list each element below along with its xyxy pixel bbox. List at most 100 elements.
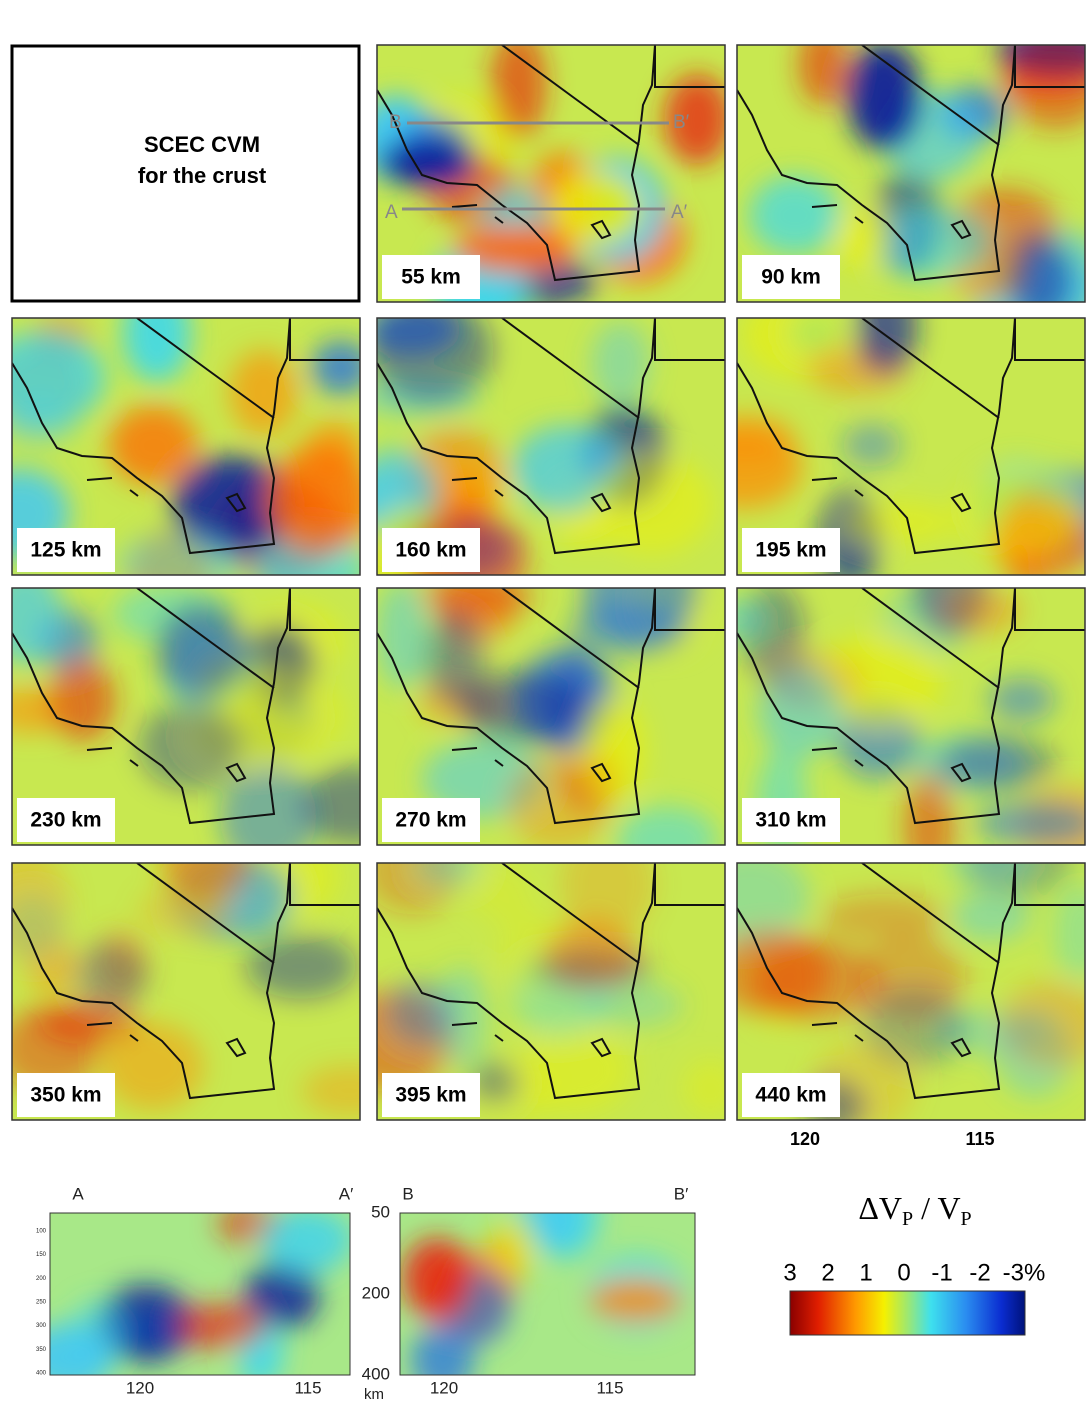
depth-label: 310 km xyxy=(755,809,826,832)
state-border xyxy=(654,588,725,631)
colorbar-tick-label: 0 xyxy=(897,1259,910,1286)
section-end-label: B xyxy=(402,1184,413,1203)
coastline xyxy=(377,863,656,1100)
label-box xyxy=(742,798,840,842)
section-depth-label: 350 xyxy=(36,1347,47,1353)
colorbar-tick-label: 3 xyxy=(783,1259,796,1286)
anomaly xyxy=(841,501,958,544)
state-border xyxy=(1014,588,1085,631)
depth-label: 440 km xyxy=(755,1084,826,1107)
anomaly xyxy=(590,321,651,405)
anomaly xyxy=(589,1278,683,1322)
anomaly xyxy=(453,225,574,274)
section-frame xyxy=(399,1212,696,1376)
anomaly xyxy=(12,1005,102,1093)
section-end-label: A xyxy=(72,1184,84,1203)
state-border xyxy=(654,45,725,88)
colorbar-tick-label: -2 xyxy=(969,1259,990,1286)
anomaly xyxy=(301,1065,360,1117)
map-field xyxy=(377,318,725,575)
section-depth-unit: km xyxy=(364,1386,384,1403)
coastline xyxy=(12,318,291,555)
map-panel: 395 km xyxy=(376,862,726,1121)
state-border xyxy=(501,863,640,964)
anomaly xyxy=(798,45,849,107)
anomaly xyxy=(264,446,360,554)
island xyxy=(451,747,612,783)
section-end-label: B′ xyxy=(674,1184,689,1203)
state-border xyxy=(861,45,1000,146)
coastline xyxy=(737,318,1016,555)
island xyxy=(811,1022,972,1058)
section-depth-label: 100 xyxy=(36,1229,47,1235)
coastline xyxy=(737,45,1016,282)
title-part: / V xyxy=(913,1190,960,1226)
state-border xyxy=(289,588,360,631)
caption-box xyxy=(10,44,361,303)
map-panel: 270 km xyxy=(376,587,726,846)
panel-frame xyxy=(736,862,1086,1121)
panel-frame xyxy=(376,587,726,846)
label-box xyxy=(382,528,480,572)
cross-section: A A′ 120 115 100 150 200 250 300 350 400 xyxy=(36,1184,353,1397)
anomaly xyxy=(751,940,881,1023)
label-box xyxy=(742,528,840,572)
anomaly xyxy=(377,588,429,689)
panel-frame xyxy=(736,317,1086,576)
anomaly xyxy=(49,659,116,742)
island xyxy=(86,747,247,783)
label-box xyxy=(742,1073,840,1117)
map-panel: 55 km B B′ A A′ xyxy=(376,44,726,303)
anomaly xyxy=(868,206,994,281)
anomaly xyxy=(737,863,810,947)
anomaly xyxy=(837,207,890,269)
state-border xyxy=(1014,45,1085,88)
state-border xyxy=(654,863,725,906)
state-border xyxy=(501,588,640,689)
label-box xyxy=(17,528,115,572)
anomaly xyxy=(243,1262,320,1331)
map-field xyxy=(12,318,360,575)
map-panel: 440 km xyxy=(736,862,1086,1121)
anomalies xyxy=(737,588,1085,845)
anomaly xyxy=(117,531,246,575)
anomaly xyxy=(737,424,803,509)
panel-frame xyxy=(11,862,361,1121)
anomaly xyxy=(174,1302,265,1351)
depth-label: 230 km xyxy=(30,809,101,832)
section-x-label: 115 xyxy=(596,1378,623,1397)
anomaly xyxy=(257,1213,350,1269)
state-border xyxy=(861,318,1000,419)
state-border xyxy=(654,318,725,361)
anomaly xyxy=(815,634,943,727)
depth-label: 195 km xyxy=(755,539,826,562)
anomaly xyxy=(615,805,718,845)
anomaly xyxy=(567,603,689,655)
section-x-label: 120 xyxy=(430,1378,458,1397)
state-border xyxy=(289,863,360,906)
map-field xyxy=(737,318,1085,575)
coastline xyxy=(737,588,1016,825)
island xyxy=(451,477,612,513)
island xyxy=(86,1022,247,1058)
label-box xyxy=(382,798,480,842)
state-border xyxy=(861,863,1000,964)
coastline xyxy=(12,863,291,1100)
state-border xyxy=(501,45,640,146)
anomaly xyxy=(950,891,1031,942)
state-border xyxy=(136,588,275,689)
anomaly xyxy=(138,701,244,790)
section-depth-label: 200 xyxy=(362,1283,390,1302)
map-field xyxy=(737,863,1085,1120)
anomaly xyxy=(497,908,565,993)
anomaly xyxy=(410,1324,475,1375)
anomaly xyxy=(468,863,532,921)
profile-label: B xyxy=(389,112,402,133)
section-frame xyxy=(49,1212,351,1376)
state-border xyxy=(861,588,1000,689)
coastline xyxy=(377,318,656,555)
profile-label: B′ xyxy=(673,112,690,133)
anomalies xyxy=(12,588,360,845)
state-border xyxy=(501,318,640,419)
